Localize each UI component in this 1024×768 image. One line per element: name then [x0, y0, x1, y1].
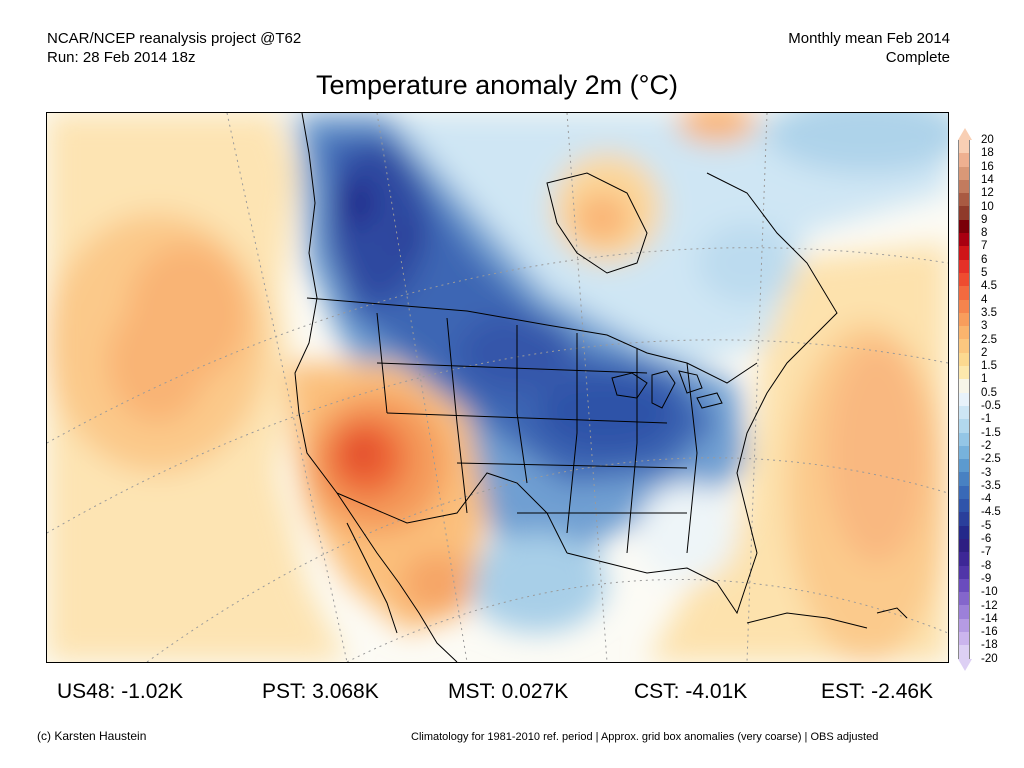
- footer-note: Climatology for 1981-2010 ref. period | …: [411, 731, 879, 743]
- colorbar-tick-label: 4: [981, 293, 988, 306]
- colorbar-tick-label: 6: [981, 253, 988, 266]
- colorbar-tick-label: 0.5: [981, 386, 997, 399]
- colorbar-tick-label: 7: [981, 240, 988, 253]
- colorbar-tick-label: -12: [981, 599, 998, 612]
- colorbar-tick-label: -8: [981, 559, 992, 572]
- political-borders: [294, 113, 908, 662]
- colorbar-tick-label: 9: [981, 213, 988, 226]
- colorbar-tick-label: 2.5: [981, 333, 997, 346]
- colorbar-cell: [958, 645, 970, 659]
- colorbar-tick-label: -0.5: [981, 400, 1001, 412]
- colorbar-cell: [958, 552, 970, 566]
- colorbar-cell: [958, 352, 970, 367]
- colorbar-bottom-triangle: [958, 658, 972, 671]
- colorbar-tick-label: 8: [981, 227, 988, 240]
- colorbar-cell: [958, 419, 970, 433]
- graticule: [47, 113, 948, 662]
- colorbar-tick-label: -3: [981, 466, 992, 479]
- colorbar-tick-label: 14: [981, 173, 994, 186]
- colorbar-cell: [958, 339, 970, 353]
- footer-copyright: (c) Karsten Haustein: [37, 729, 147, 743]
- colorbar-tick-label: 2: [981, 346, 988, 359]
- colorbar-tick-label: -14: [981, 612, 998, 625]
- colorbar-tick-label: -20: [981, 652, 998, 665]
- colorbar-tick-label: 5: [981, 267, 988, 279]
- colorbar-cell: [958, 272, 970, 287]
- colorbar-tick-label: -4.5: [981, 506, 1001, 519]
- colorbar-cell: [958, 432, 970, 446]
- colorbar-cell: [958, 366, 970, 380]
- colorbar-tick-label: 1: [981, 373, 988, 386]
- colorbar-cell: [958, 565, 970, 579]
- header-run-label: Run: 28 Feb 2014 18z: [47, 49, 196, 66]
- colorbar-tick-label: 20: [981, 134, 994, 146]
- colorbar-cell: [958, 233, 970, 247]
- colorbar-cell: [958, 153, 970, 167]
- colorbar-cell: [958, 299, 970, 313]
- colorbar-cell: [958, 538, 970, 553]
- region-mean-cst: CST: -4.01K: [634, 680, 748, 703]
- colorbar-tick-label: -1: [981, 413, 992, 426]
- colorbar-tick-label: -16: [981, 626, 998, 639]
- header-period-label: Monthly mean Feb 2014: [788, 30, 950, 47]
- colorbar-tick-label: 3.5: [981, 306, 997, 319]
- colorbar-cell: [958, 140, 970, 154]
- region-mean-us48: US48: -1.02K: [57, 680, 184, 703]
- colorbar-cell: [958, 392, 970, 406]
- colorbar-cell: [958, 405, 970, 420]
- colorbar-tick-label: -9: [981, 572, 992, 585]
- colorbar-cell: [958, 499, 970, 513]
- colorbar-cell: [958, 166, 970, 180]
- colorbar-top-triangle: [958, 128, 972, 140]
- colorbar-cell: [958, 459, 970, 473]
- colorbar-cell: [958, 485, 970, 500]
- colorbar-cell: [958, 379, 970, 393]
- colorbar-tick-label: -6: [981, 533, 992, 545]
- region-mean-pst: PST: 3.068K: [262, 680, 379, 703]
- colorbar-cell: [958, 312, 970, 327]
- colorbar-cell: [958, 512, 970, 526]
- anomaly-field: [47, 113, 948, 662]
- colorbar-tick-label: 12: [981, 187, 994, 200]
- colorbar-cell: [958, 259, 970, 273]
- colorbar-tick-label: 4.5: [981, 280, 997, 293]
- colorbar-cell: [958, 445, 970, 460]
- colorbar-tick-label: -7: [981, 546, 992, 559]
- colorbar-cell: [958, 618, 970, 632]
- colorbar-cell: [958, 246, 970, 260]
- colorbar-tick-label: 18: [981, 147, 994, 160]
- region-mean-mst: MST: 0.027K: [448, 680, 569, 703]
- anomaly-map: [46, 112, 949, 663]
- colorbar-cells: [958, 140, 972, 659]
- colorbar-tick-label: 1.5: [981, 360, 997, 373]
- colorbar-cell: [958, 193, 970, 207]
- colorbar-tick-label: 10: [981, 200, 994, 213]
- colorbar-cell: [958, 326, 970, 340]
- colorbar-tick-label: -5: [981, 519, 992, 532]
- colorbar-cell: [958, 179, 970, 194]
- colorbar-cell: [958, 472, 970, 486]
- colorbar-cell: [958, 206, 970, 220]
- colorbar-tick-label: 3: [981, 320, 988, 333]
- colorbar-cell: [958, 578, 970, 593]
- colorbar-tick-label: 16: [981, 160, 994, 173]
- map-title: Temperature anomaly 2m (°C): [316, 70, 678, 100]
- colorbar-cell: [958, 605, 970, 619]
- colorbar-tick-label: -10: [981, 586, 998, 599]
- colorbar-tick-label: -4: [981, 493, 992, 506]
- colorbar-cell: [958, 631, 970, 646]
- colorbar-tick-label: -2: [981, 439, 992, 452]
- colorbar-cell: [958, 592, 970, 606]
- colorbar: [958, 128, 972, 671]
- colorbar-tick-label: -1.5: [981, 426, 1001, 439]
- colorbar-cell: [958, 525, 970, 539]
- colorbar-cell: [958, 286, 970, 300]
- header-status-label: Complete: [885, 49, 950, 66]
- colorbar-tick-label: -3.5: [981, 479, 1001, 492]
- colorbar-tick-label: -18: [981, 639, 998, 652]
- colorbar-tick-label: -2.5: [981, 453, 1001, 466]
- region-mean-est: EST: -2.46K: [821, 680, 934, 703]
- header-model-label: NCAR/NCEP reanalysis project @T62: [47, 30, 302, 47]
- colorbar-cell: [958, 219, 970, 234]
